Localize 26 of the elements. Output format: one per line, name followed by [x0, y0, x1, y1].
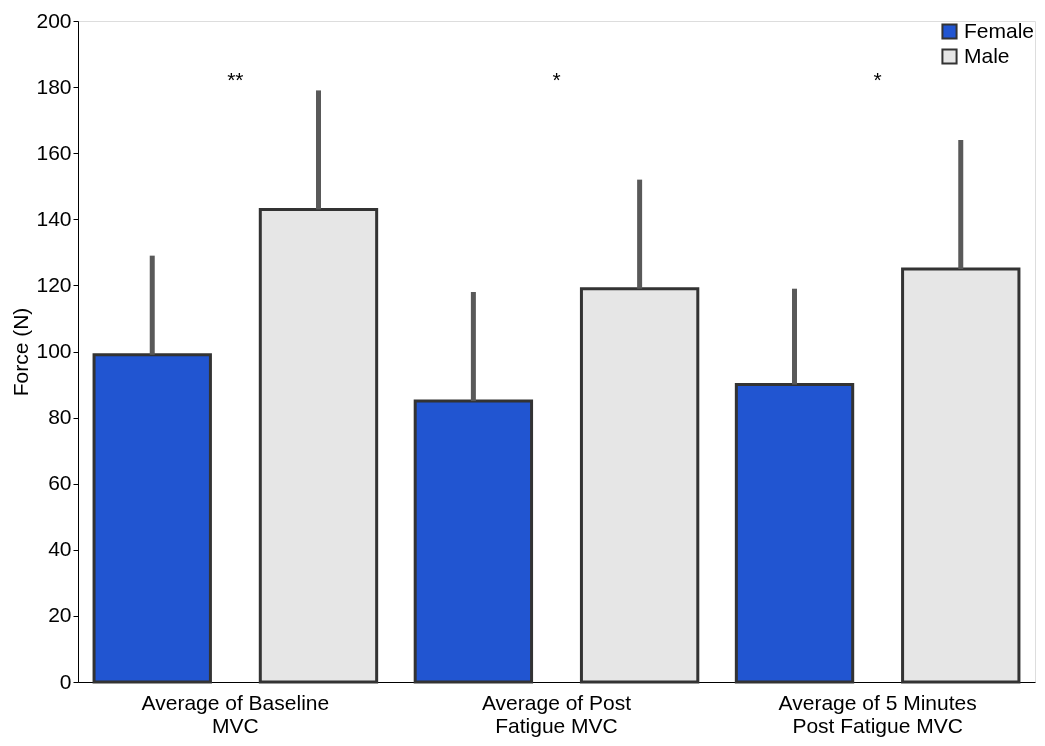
- x-tick-label: Average of 5 Minutes Post Fatigue MVC: [778, 690, 977, 737]
- y-tick-label: 60: [48, 471, 72, 495]
- y-tick-label: 140: [36, 206, 72, 230]
- bar: [901, 267, 1021, 684]
- y-tick-label: 180: [36, 74, 72, 98]
- y-tick-label: 120: [36, 272, 72, 296]
- bar: [258, 207, 379, 684]
- annotation: **: [227, 68, 244, 91]
- y-axis-title: Force (N): [9, 307, 33, 397]
- y-tick-label: 160: [36, 140, 72, 164]
- y-tick-label: 40: [48, 537, 72, 561]
- y-tick-label: 200: [36, 8, 72, 32]
- bar: [92, 353, 212, 684]
- annotation: *: [552, 68, 561, 91]
- x-tick-label: Average of Post Fatigue MVC: [481, 690, 632, 737]
- x-tick-label: Average of Baseline MVC: [141, 690, 330, 737]
- bar: [413, 399, 534, 684]
- legend-label: Male: [964, 43, 1010, 67]
- y-tick-label: 100: [36, 339, 72, 362]
- bar: [579, 287, 700, 684]
- legend-label: Female: [964, 18, 1035, 42]
- y-tick-label: 20: [48, 603, 72, 627]
- bar: [734, 383, 855, 684]
- y-tick-label: 80: [48, 405, 72, 429]
- annotation: *: [873, 68, 882, 91]
- y-tick-label: 0: [59, 669, 72, 693]
